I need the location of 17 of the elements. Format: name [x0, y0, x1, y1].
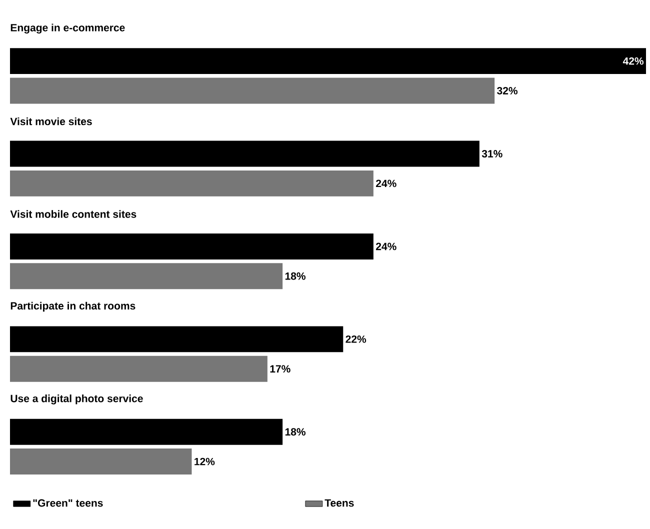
data-label: 32% [497, 87, 518, 94]
data-label: 18% [285, 272, 306, 280]
y-tick-label: Visit movie sites [10, 117, 92, 126]
data-label: 22% [346, 335, 366, 343]
legend-label: "Green" teens [33, 499, 103, 507]
data-label: 42% [622, 57, 644, 65]
legend-label: Teens [324, 499, 354, 507]
y-tick-label: Participate in chat rooms [10, 302, 136, 312]
data-label: 12% [194, 458, 215, 466]
data-label: 24% [376, 242, 396, 250]
y-tick-label: Engage in e-commerce [10, 24, 125, 34]
data-label: 17% [270, 365, 290, 373]
data-label: 31% [482, 150, 502, 158]
data-label: 24% [376, 180, 396, 188]
y-tick-label: Use a digital photo service [10, 394, 143, 404]
data-label: 18% [285, 428, 306, 436]
y-tick-label: Visit mobile content sites [10, 210, 136, 218]
